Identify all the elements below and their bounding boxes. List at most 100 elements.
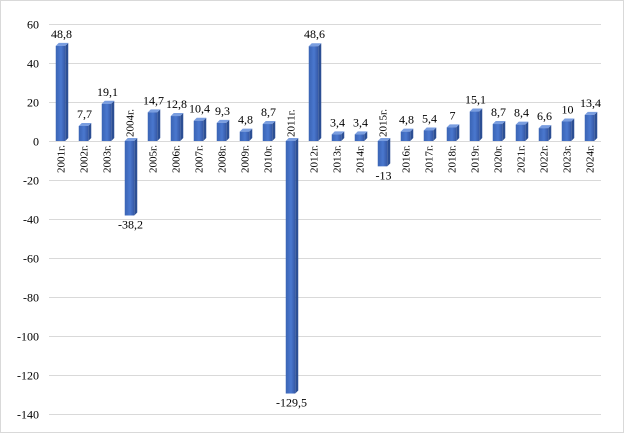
y-tick-label: -60 (23, 252, 39, 266)
bar (515, 124, 526, 141)
x-tick-label: 2019г. (470, 145, 482, 173)
data-label: 4,8 (399, 113, 414, 127)
bar (55, 45, 66, 142)
x-tick-label: 2017г. (424, 145, 436, 173)
bar (124, 141, 135, 216)
bar-top (262, 121, 276, 125)
bar-top (285, 138, 299, 141)
y-tick-label: 60 (27, 18, 39, 32)
x-tick-label: 2014г. (355, 145, 367, 173)
data-label: 5,4 (422, 111, 437, 125)
bar-side (318, 43, 322, 142)
bar (147, 112, 158, 141)
data-label: 7,7 (77, 107, 92, 121)
data-label: 3,4 (330, 115, 345, 129)
bar-group (538, 125, 552, 141)
x-tick-label: 2004г. (125, 109, 137, 137)
x-tick-label: 2015г. (378, 109, 390, 137)
bar (101, 103, 112, 141)
x-tick-label: 2016г. (401, 145, 413, 173)
data-label: -13 (376, 168, 392, 182)
bar-side (226, 119, 230, 141)
data-label: 8,4 (514, 106, 529, 120)
data-label: 4,8 (238, 113, 253, 127)
data-label: -129,5 (276, 396, 307, 410)
bar-top (216, 119, 230, 123)
bar-group (331, 131, 345, 141)
bar-group (561, 118, 575, 141)
x-tick-label: 2009г. (240, 145, 252, 173)
x-tick-label: 2022г. (539, 145, 551, 173)
x-tick-label: 2006г. (171, 145, 183, 173)
bar (561, 121, 572, 141)
bar-top (147, 109, 161, 113)
bar-side (65, 42, 69, 142)
y-tick-label: -100 (17, 330, 39, 344)
bar (216, 122, 227, 141)
bar (262, 124, 273, 141)
bar-top (308, 43, 322, 47)
bar-group (55, 42, 69, 142)
x-tick-label: 2003г. (102, 145, 114, 173)
y-axis-ticks: 60 40 20 0 -20 -40 -60 -80 -100 -120 -140 (17, 18, 39, 422)
bar-group (515, 121, 529, 141)
bar-top (170, 113, 184, 117)
bar-top (331, 131, 345, 135)
bar-group (584, 111, 598, 141)
data-label: 3,4 (353, 115, 368, 129)
data-label: 14,7 (143, 93, 164, 107)
x-tick-label: 2002г. (79, 145, 91, 173)
bar-top (239, 128, 253, 132)
data-label: 7 (450, 108, 456, 122)
y-tick-label: -40 (23, 213, 39, 227)
bar (400, 131, 411, 141)
bar-group (377, 138, 391, 167)
data-label: 19,1 (97, 85, 118, 99)
bar-group (239, 128, 253, 141)
bar-side (456, 124, 460, 141)
data-label: 48,6 (304, 27, 325, 41)
bar (354, 134, 365, 141)
y-tick-label: -120 (17, 369, 39, 383)
bar-top (561, 118, 575, 122)
bar-top (193, 117, 207, 121)
bar (170, 116, 181, 141)
bar-side (341, 131, 345, 141)
bar (423, 130, 434, 141)
bar-top (400, 128, 414, 132)
bar-side (525, 121, 529, 141)
bar (331, 134, 342, 141)
x-tick-label: 2024г. (585, 145, 597, 173)
x-axis-ticks: 2001г. 2002г. 2003г. 2004г. 2005г. 2006г. 2007… (56, 109, 597, 173)
bar-top (124, 138, 138, 141)
bar-side (502, 121, 506, 141)
bar-group (308, 43, 322, 142)
bars (55, 42, 598, 394)
y-tick-label: -20 (23, 174, 39, 188)
bar-top (78, 122, 92, 126)
y-tick-label: 20 (27, 96, 39, 110)
bar-group (400, 128, 414, 141)
bar-side (594, 111, 598, 141)
x-tick-label: 2007г. (194, 145, 206, 173)
bar (446, 127, 457, 141)
x-tick-label: 2011г. (286, 109, 298, 137)
bar-side (157, 109, 161, 141)
bar-top (515, 121, 529, 125)
data-labels: 48,8 7,7 19,1 -38,2 14,7 12,8 10,4 9,3 4,8 8,7 -12… (51, 27, 601, 410)
bar-group (492, 121, 506, 141)
y-tick-label: -80 (23, 291, 39, 305)
bar (469, 111, 480, 141)
x-tick-label: 2021г. (516, 145, 528, 173)
data-label: 8,7 (491, 105, 506, 119)
bar-group (147, 109, 161, 141)
bar-top (446, 124, 460, 128)
bar-group (193, 117, 207, 141)
y-tick-label: 0 (33, 135, 39, 149)
bar-group (216, 119, 230, 141)
bar (492, 124, 503, 141)
x-tick-label: 2018г. (447, 145, 459, 173)
bar-top (584, 111, 598, 115)
